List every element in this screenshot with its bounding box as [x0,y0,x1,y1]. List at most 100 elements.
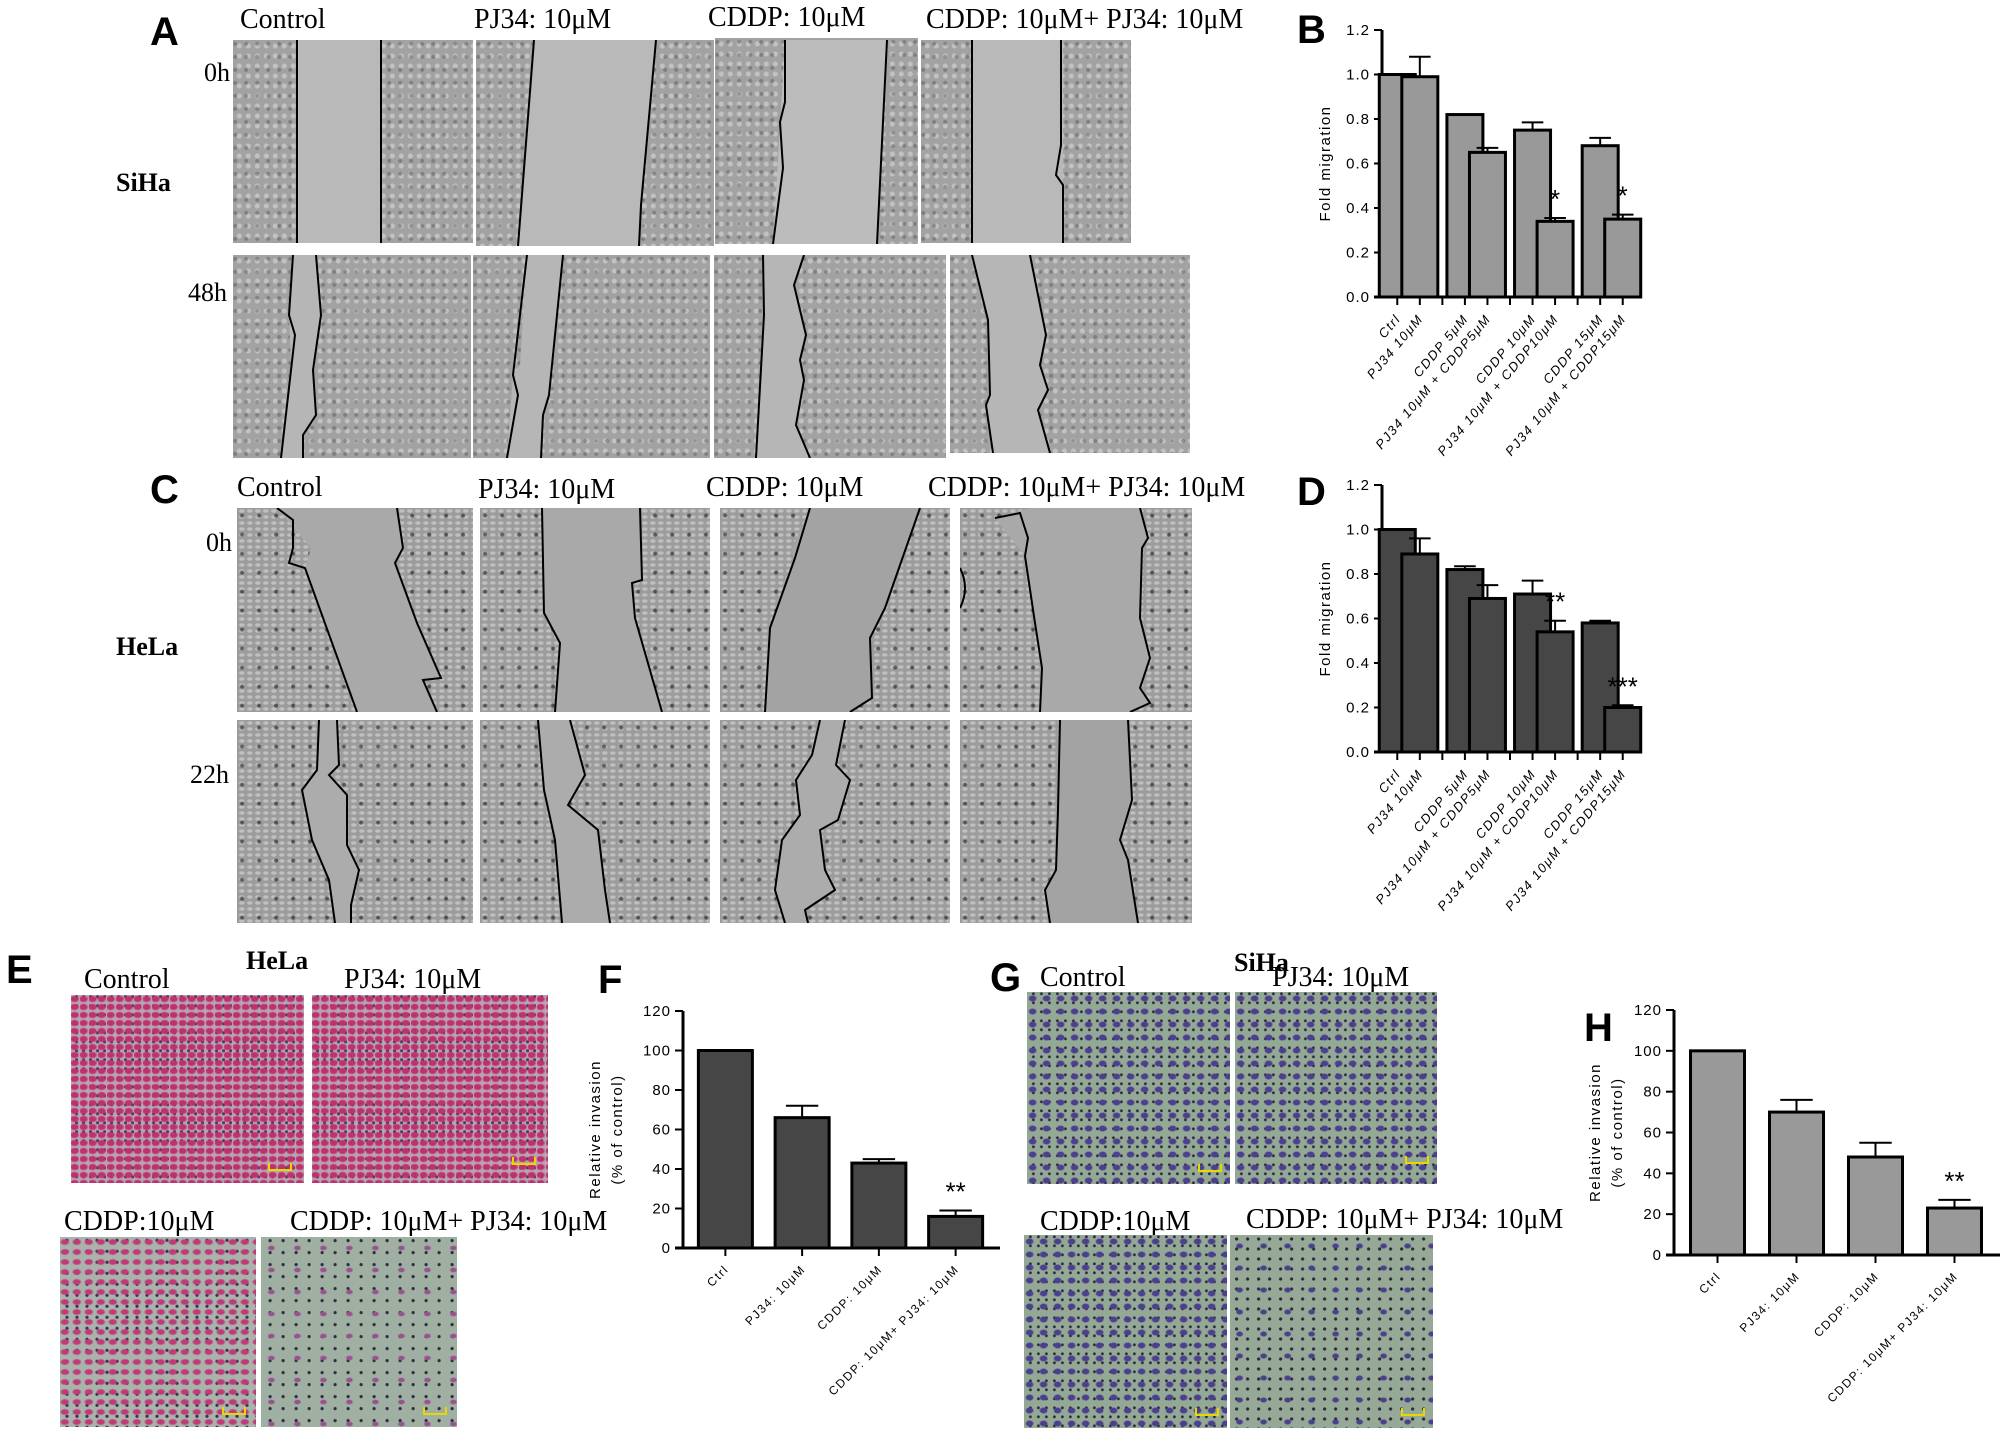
panel-d-letter: D [1297,470,1326,514]
transwell-image-hela-combo [261,1237,457,1427]
svg-text:0.4: 0.4 [1346,200,1370,217]
transwell-image-hela-control [71,995,304,1183]
scratch-image-hela-control-0h [237,508,473,712]
panel-a-time-0h: 0h [204,58,230,87]
svg-text:PJ34: 10μM: PJ34: 10μM [742,1262,808,1328]
svg-text:40: 40 [1643,1165,1662,1182]
bar [1847,1155,1904,1257]
transwell-image-hela-pj34 [312,995,548,1183]
panel-e-condition-cddp: CDDP:10μM [64,1206,215,1237]
svg-text:60: 60 [652,1122,671,1139]
panel-c-time-0h: 0h [206,528,232,557]
svg-text:80: 80 [1643,1084,1662,1101]
chart-panel-b-siha-fold-migration: 0.0 0.2 0.4 0.6 0.8 1.0 1.2 Fold migration Ctrl P… [1300,0,1720,470]
svg-text:20: 20 [1643,1206,1662,1223]
bar [1535,219,1575,299]
svg-text:100: 100 [643,1043,671,1060]
panel-c-condition-pj34: PJ34: 10μM [478,474,616,505]
svg-text:Ctrl: Ctrl [704,1262,731,1289]
bar [1689,1049,1746,1257]
panel-g-condition-combo: CDDP: 10μM+ PJ34: 10μM [1246,1204,1564,1235]
bar [1926,1206,1983,1257]
svg-text:0.8: 0.8 [1346,566,1370,583]
svg-text:0.0: 0.0 [1346,744,1370,761]
svg-text:40: 40 [652,1161,671,1178]
svg-text:Ctrl: Ctrl [1696,1269,1723,1296]
panel-g-condition-cddp: CDDP:10μM [1040,1206,1191,1237]
chart-panel-f-hela-invasion: 0 20 40 60 80 100 120 Relative invasion (% of co… [560,990,1000,1436]
transwell-image-siha-pj34 [1235,992,1437,1184]
svg-text:0.2: 0.2 [1346,700,1370,717]
panel-a-condition-combo: CDDP: 10μM+ PJ34: 10μM [926,4,1244,35]
svg-text:CDDP: 10μM+ PJ34: 10μM: CDDP: 10μM+ PJ34: 10μM [826,1262,962,1398]
scratch-image-siha-combo-0h [921,40,1131,243]
bar [696,1049,754,1250]
panel-a-letter: A [150,10,179,54]
svg-text:Relative invasion: Relative invasion [1587,1063,1604,1202]
panel-c-cell-line: HeLa [116,632,179,661]
scratch-image-hela-cddp-22h [720,720,950,923]
svg-text:0: 0 [1653,1247,1662,1264]
panel-f-letter: F [598,958,623,1002]
panel-a-condition-pj34: PJ34: 10μM [474,4,612,35]
svg-text:*: * [1618,181,1628,211]
svg-text:CDDP: 10μM: CDDP: 10μM [1811,1269,1882,1340]
panel-g-letter: G [990,956,1022,1000]
bar [1768,1110,1825,1257]
panel-g-condition-pj34: PJ34: 10μM [1272,962,1410,993]
bar [1467,596,1507,754]
panel-a-time-48h: 48h [188,278,227,307]
bar [1603,706,1643,754]
chart-svg: 0 20 40 60 80 100 120 Relative invasion (% of co… [1587,1002,2000,1405]
bar [1400,75,1440,299]
scratch-image-hela-combo-22h [960,720,1192,923]
transwell-image-siha-control [1027,992,1230,1184]
bar [1580,621,1620,754]
transwell-image-siha-combo [1230,1235,1433,1428]
svg-text:80: 80 [652,1082,671,1099]
svg-text:0.0: 0.0 [1346,289,1370,306]
svg-text:**: ** [1944,1166,1964,1196]
svg-text:CDDP: 10μM+ PJ34: 10μM: CDDP: 10μM+ PJ34: 10μM [1824,1269,1960,1405]
scratch-image-siha-control-0h [233,40,473,243]
scratch-image-hela-cddp-0h [720,508,950,712]
svg-text:120: 120 [1634,1002,1662,1019]
svg-text:**: ** [1545,587,1565,617]
svg-text:(% of control): (% of control) [1609,1077,1626,1187]
scratch-image-siha-cddp-48h [714,255,946,458]
panel-a-cell-line: SiHa [116,168,171,197]
svg-text:100: 100 [1634,1043,1662,1060]
transwell-image-siha-cddp [1024,1235,1227,1428]
bar [773,1116,831,1250]
scratch-image-siha-combo-48h [950,255,1190,453]
panel-c-condition-combo: CDDP: 10μM+ PJ34: 10μM [928,472,1246,503]
panel-c-condition-control: Control [237,472,323,503]
panel-c-condition-cddp: CDDP: 10μM [706,472,864,503]
svg-text:**: ** [946,1176,966,1206]
chart-panel-h-siha-invasion: 0 20 40 60 80 100 120 Relative invasion (% of co… [1560,990,2000,1436]
panel-c-time-22h: 22h [190,760,229,789]
svg-text:1.2: 1.2 [1346,477,1370,494]
bar [1535,630,1575,754]
svg-text:120: 120 [643,1003,671,1020]
panel-h-letter: H [1584,1006,1613,1050]
panel-e-condition-control: Control [84,964,170,995]
svg-text:0: 0 [662,1240,671,1257]
transwell-image-hela-cddp [60,1237,256,1427]
scratch-image-hela-control-22h [237,720,473,923]
scratch-image-siha-cddp-0h [715,38,918,244]
chart-panel-d-hela-fold-migration: 0.0 0.2 0.4 0.6 0.8 1.0 1.2 Fold migration Ctrl P… [1300,462,1720,942]
panel-g-condition-control: Control [1040,962,1126,993]
svg-text:Fold migration: Fold migration [1317,560,1334,676]
scratch-image-hela-combo-0h [960,508,1192,712]
panel-a-condition-control: Control [240,4,326,35]
chart-svg: 0 20 40 60 80 100 120 Relative invasion (% of co… [587,1003,1000,1398]
bar [927,1214,985,1250]
scratch-image-siha-pj34-48h [473,255,710,458]
svg-text:CDDP: 10μM: CDDP: 10μM [814,1262,885,1333]
svg-text:Relative invasion: Relative invasion [587,1060,604,1199]
svg-text:*: * [1550,184,1560,214]
svg-text:0.2: 0.2 [1346,245,1370,262]
